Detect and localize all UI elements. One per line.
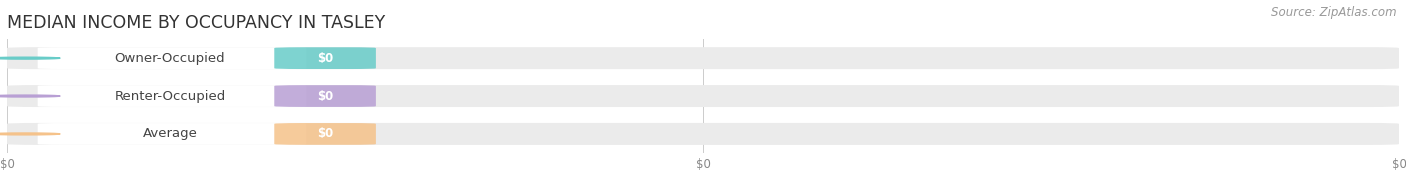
Text: Source: ZipAtlas.com: Source: ZipAtlas.com — [1271, 6, 1396, 19]
Text: $0: $0 — [316, 90, 333, 103]
FancyBboxPatch shape — [274, 123, 375, 145]
FancyBboxPatch shape — [38, 85, 307, 107]
Circle shape — [0, 95, 60, 97]
Circle shape — [0, 133, 60, 135]
Text: $0: $0 — [316, 127, 333, 140]
Text: Average: Average — [142, 127, 197, 140]
Text: Owner-Occupied: Owner-Occupied — [114, 52, 225, 65]
FancyBboxPatch shape — [274, 47, 375, 69]
FancyBboxPatch shape — [7, 85, 1399, 107]
FancyBboxPatch shape — [38, 47, 307, 69]
Text: Renter-Occupied: Renter-Occupied — [114, 90, 225, 103]
FancyBboxPatch shape — [38, 123, 307, 145]
Text: MEDIAN INCOME BY OCCUPANCY IN TASLEY: MEDIAN INCOME BY OCCUPANCY IN TASLEY — [7, 14, 385, 32]
Circle shape — [0, 57, 60, 59]
Text: $0: $0 — [316, 52, 333, 65]
FancyBboxPatch shape — [274, 85, 375, 107]
FancyBboxPatch shape — [7, 123, 1399, 145]
FancyBboxPatch shape — [7, 47, 1399, 69]
